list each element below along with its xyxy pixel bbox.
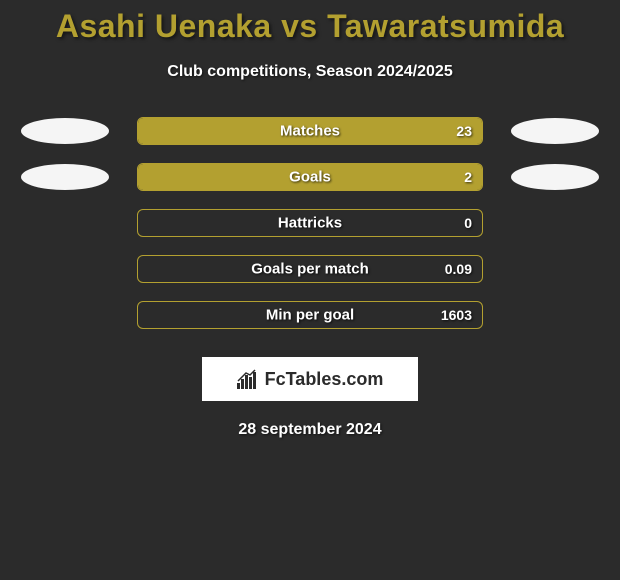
stat-row: Goals 2: [0, 163, 620, 191]
stat-bar: Min per goal 1603: [137, 301, 483, 329]
stat-value: 23: [456, 123, 472, 139]
stat-row: Hattricks 0: [0, 209, 620, 237]
stat-label: Hattricks: [278, 215, 342, 232]
player-left-ellipse: [21, 164, 109, 190]
stat-row: Min per goal 1603: [0, 301, 620, 329]
logo-inner: FcTables.com: [237, 369, 384, 390]
stat-rows: Matches 23 Goals 2 Hattricks 0 Goals per match…: [0, 117, 620, 329]
stat-label: Goals per match: [251, 261, 369, 278]
barchart-icon: [237, 369, 259, 389]
stats-card: Asahi Uenaka vs Tawaratsumida Club compe…: [0, 0, 620, 439]
stat-value: 0.09: [445, 261, 472, 277]
stat-bar: Goals per match 0.09: [137, 255, 483, 283]
stat-value: 0: [464, 215, 472, 231]
logo-text: FcTables.com: [265, 369, 384, 390]
stat-row: Goals per match 0.09: [0, 255, 620, 283]
stat-label: Matches: [280, 123, 340, 140]
player-right-ellipse: [511, 118, 599, 144]
date-text: 28 september 2024: [0, 421, 620, 439]
stat-label: Goals: [289, 169, 331, 186]
stat-label: Min per goal: [266, 307, 354, 324]
stat-row: Matches 23: [0, 117, 620, 145]
page-subtitle: Club competitions, Season 2024/2025: [0, 63, 620, 81]
page-title: Asahi Uenaka vs Tawaratsumida: [0, 8, 620, 45]
player-right-ellipse: [511, 164, 599, 190]
stat-value: 2: [464, 169, 472, 185]
logo-box[interactable]: FcTables.com: [202, 357, 418, 401]
stat-bar: Matches 23: [137, 117, 483, 145]
stat-bar: Hattricks 0: [137, 209, 483, 237]
stat-value: 1603: [441, 307, 472, 323]
stat-bar: Goals 2: [137, 163, 483, 191]
player-left-ellipse: [21, 118, 109, 144]
